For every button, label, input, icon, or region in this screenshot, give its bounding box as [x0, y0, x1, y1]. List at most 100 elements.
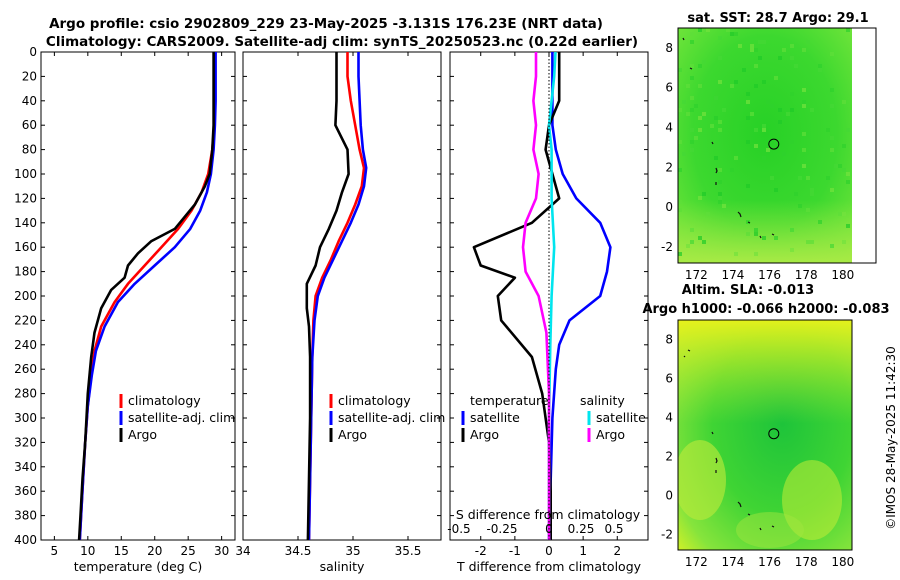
legend-heading-salinity: salinity — [580, 393, 625, 408]
salinity-axes — [242, 51, 442, 541]
sst-pixel — [702, 192, 706, 196]
sst-pixel — [690, 140, 694, 144]
x-tick-label: 35 — [345, 544, 360, 558]
sst-pixel — [766, 148, 770, 152]
sst-pixel — [794, 192, 798, 196]
y-tick-label: 180 — [14, 265, 37, 279]
salinity-legend: climatology satellite-adj. clim Argo — [329, 393, 445, 442]
legend-label: Argo — [128, 427, 157, 442]
x-tick-label: 34 — [235, 544, 250, 558]
argo-location-marker — [768, 138, 780, 150]
x-tick-label: 0 — [545, 544, 553, 558]
map-y-tick-label: 4 — [665, 410, 673, 424]
sst-pixel — [758, 56, 762, 60]
sla-map-title-2: Argo h1000: -0.066 h2000: -0.083 — [642, 302, 889, 317]
legend-label: satellite-adj. clim — [338, 410, 445, 425]
y-tick-label: 60 — [22, 118, 37, 132]
map-y-tick-label: 6 — [665, 371, 673, 385]
temperature-axes — [40, 51, 236, 541]
sst-pixel — [830, 88, 834, 92]
sst-pixel — [774, 76, 778, 80]
sst-pixel — [730, 168, 734, 172]
sst-pixel — [842, 144, 846, 148]
sst-pixel — [790, 108, 794, 112]
sst-pixel — [746, 92, 750, 96]
map-y-tick-label: 2 — [665, 449, 673, 463]
map-x-tick-label: 180 — [831, 555, 854, 569]
sst-pixel — [690, 148, 694, 152]
sst-pixel — [714, 156, 718, 160]
legend-heading-temperature: temperature — [470, 393, 549, 408]
map-x-tick-label: 178 — [795, 268, 818, 282]
sst-pixel — [842, 168, 846, 172]
sst-pixel — [710, 124, 714, 128]
sst-pixel — [750, 48, 754, 52]
sst-pixel — [694, 136, 698, 140]
sst-pixel — [690, 96, 694, 100]
y-tick-label: 340 — [14, 460, 37, 474]
sst-pixel — [706, 28, 710, 32]
x-tick-label: 10 — [80, 544, 95, 558]
sst-pixel — [750, 44, 754, 48]
sst-pixel — [826, 176, 830, 180]
series-salinity-argo — [521, 52, 551, 540]
y-tick-label: 100 — [14, 167, 37, 181]
sst-pixel — [754, 228, 758, 232]
difference-xlabel: T difference from climatology — [456, 559, 642, 574]
sst-pixel — [790, 248, 794, 252]
sst-pixel — [746, 232, 750, 236]
sst-pixel — [830, 52, 834, 56]
sst-pixel — [734, 252, 738, 256]
sst-pixel — [754, 252, 758, 256]
x-tick-label: 20 — [147, 544, 162, 558]
map-x-tick-label: 172 — [685, 268, 708, 282]
chart-title-line2: Climatology: CARS2009. Satellite-adj cli… — [46, 34, 638, 50]
sst-pixel — [734, 80, 738, 84]
map-y-tick-label: 2 — [665, 160, 673, 174]
sst-pixel — [678, 168, 682, 172]
sst-pixel — [830, 188, 834, 192]
sst-pixel — [802, 164, 806, 168]
sst-pixel — [818, 64, 822, 68]
sst-pixel — [690, 76, 694, 80]
map-y-tick-label: 4 — [665, 121, 673, 135]
sst-pixel — [754, 48, 758, 52]
sst-pixel — [806, 208, 810, 212]
sst-field-south — [678, 200, 852, 263]
s-diff-tick: 0.25 — [568, 522, 595, 536]
sst-pixel — [718, 128, 722, 132]
legend-label: climatology — [338, 393, 411, 408]
sst-pixel — [718, 120, 722, 124]
sst-pixel — [746, 140, 750, 144]
sst-pixel — [730, 32, 734, 36]
sst-pixel — [762, 40, 766, 44]
x-tick-label: 25 — [181, 544, 196, 558]
sst-pixel — [762, 80, 766, 84]
sst-pixel — [802, 104, 806, 108]
sst-pixel — [682, 100, 686, 104]
sla-patch — [678, 440, 726, 520]
sst-pixel — [842, 100, 846, 104]
y-tick-label: 300 — [14, 411, 37, 425]
y-tick-label: 140 — [14, 216, 37, 230]
sst-pixel — [802, 88, 806, 92]
sst-map-blank — [852, 28, 876, 263]
sst-pixel — [774, 188, 778, 192]
sst-pixel — [762, 124, 766, 128]
sla-patch — [736, 512, 804, 548]
sst-pixel — [762, 236, 766, 240]
sst-pixel — [766, 100, 770, 104]
sst-pixel — [718, 36, 722, 40]
sst-pixel — [754, 84, 758, 88]
s-diff-tick: -0.5 — [447, 522, 470, 536]
sst-map-title: sat. SST: 28.7 Argo: 29.1 — [687, 11, 868, 26]
sst-pixel — [810, 188, 814, 192]
sst-pixel — [802, 148, 806, 152]
sst-pixel — [718, 196, 722, 200]
map-x-tick-label: 176 — [758, 268, 781, 282]
map-x-tick-label: 174 — [721, 555, 744, 569]
sst-pixel — [734, 32, 738, 36]
sst-pixel — [686, 84, 690, 88]
sst-pixel — [818, 68, 822, 72]
sst-pixel — [698, 84, 702, 88]
